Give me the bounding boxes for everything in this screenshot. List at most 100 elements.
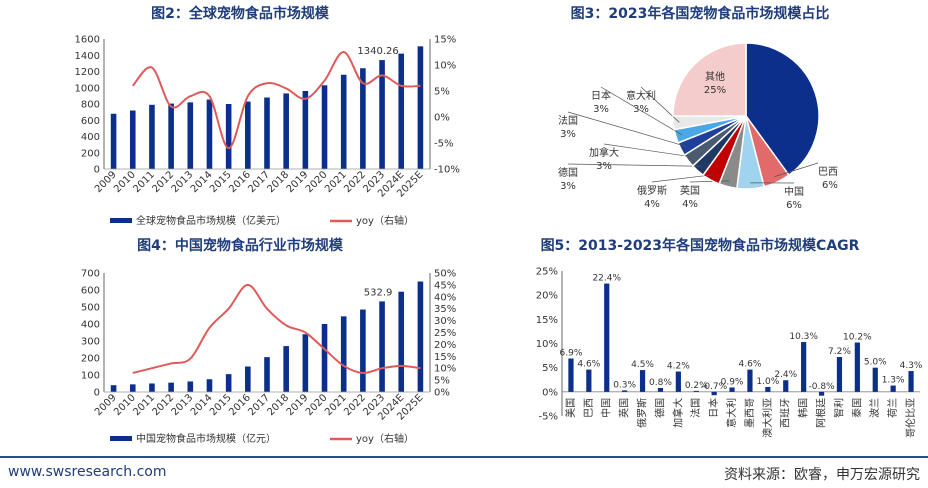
chart4-right-tick: 50% [434,269,456,280]
chart4-right-tick: 40% [434,292,456,303]
chart3-slice-name: 英国 [680,184,700,197]
chart5-bar [872,367,878,392]
chart4-left-tick: 100 [81,371,100,382]
chart3-slice-name: 俄罗斯 [637,184,667,197]
chart5-data-label: 0.2% [685,381,708,391]
chart4-right-tick: 30% [434,316,456,327]
chart5-data-label: 4.3% [900,361,923,371]
chart5-x-tick: 意大利 [725,398,738,428]
chart4-bar [129,384,136,392]
chart5-bar [765,387,771,392]
chart5-bar [693,390,699,392]
chart5-x-tick: 荷兰 [886,398,899,418]
chart2-right-tick: -5% [434,139,453,150]
chart2-left-tick: 1200 [75,67,100,78]
chart5-bar [675,371,681,392]
chart5-data-label: 5.0% [864,358,887,368]
chart5-data-label: 2.4% [774,370,797,380]
chart4-bar [360,309,366,392]
chart4-left-tick: 400 [81,320,100,331]
chart2-bar [149,104,155,169]
chart2-left-tick: 1400 [75,51,100,62]
chart5-x-tick: 俄罗斯 [636,398,649,428]
chart2-bar [398,53,405,169]
chart3-slice-name: 加拿大 [589,146,619,159]
chart3-leader-line [651,174,714,183]
chart5-x-tick: 美国 [564,398,577,418]
chart4-right-tick: 0% [434,388,450,399]
chart2-left-tick: 800 [81,100,100,111]
chart3-title: 图3：2023年各国宠物食品市场规模占比 [571,5,830,22]
chart4-left-tick: 700 [81,269,100,280]
chart5-bar [818,391,825,396]
chart2-left-tick: 400 [81,132,100,143]
chart5-x-tick: 澳大利亚 [761,398,774,438]
chart5-data-label: -0.7% [701,382,728,392]
chart4-bar [245,366,251,392]
chart2-title: 图2：全球宠物食品市场规模 [151,5,330,22]
chart2-bar [283,93,289,169]
chart5-y-tick: -5% [539,412,558,423]
chart4-bar [398,291,405,392]
chart5-bar [854,342,860,392]
chart4-bar [206,379,213,392]
chart2-bar [245,101,251,169]
chart5-bar [568,358,574,392]
chart5-x-tick: 墨西哥 [744,398,756,428]
chart5-data-label: 6.9% [560,348,583,358]
chart4-bar [283,346,289,392]
chart5-bar [639,370,646,392]
chart5-x-tick: 英国 [618,398,631,418]
chart3-slice-name: 巴西 [818,166,838,178]
chart5-bar [657,387,664,392]
chart5-data-label: 22.4% [592,274,621,284]
chart5-bar [586,369,592,392]
chart5-data-label: 4.6% [577,360,600,370]
chart2-yoy-line [132,51,421,150]
footer-website[interactable]: www.swsresearch.com [8,464,167,480]
chart2-left-tick: 0 [94,165,100,176]
chart5-data-label: 0.3% [613,380,636,390]
chart5-y-tick: 15% [536,315,558,326]
chart2-legend-line-label: yoy（右轴） [356,214,414,227]
chart5-x-tick: 西班牙 [780,398,792,428]
chart5-bar [783,380,789,392]
chart2-bar [360,68,366,169]
chart5-data-label: 1.3% [882,376,905,386]
chart5-x-tick: 法国 [689,398,702,418]
chart3-leader-line [689,180,730,183]
chart4-bar [149,383,155,392]
chart4-bar [225,374,232,392]
chart3-leader-line [603,143,694,158]
chart3-slice [745,42,820,177]
chart2-right-tick: -10% [434,165,460,176]
chart5-data-label: 4.6% [739,360,762,370]
chart3-slice-value: 4% [682,199,698,210]
chart2-bar [129,110,136,169]
chart2-right-tick: 15% [434,35,456,46]
chart5-x-tick: 中国 [600,398,613,418]
chart2-left-tick: 1000 [75,83,100,94]
chart5-x-tick: 阿根廷 [815,398,828,428]
chart4-bar [379,301,385,392]
chart3-slice-value: 40% [817,84,839,95]
chart4-legend-bar-label: 中国宠物食品市场规模（亿元） [136,432,276,445]
chart5-x-tick: 哥伦比亚 [904,398,917,438]
chart5-bar [890,385,896,392]
chart5-data-label: 0.8% [649,378,672,388]
chart4-left-tick: 200 [81,354,100,365]
footer-source: 资料来源：欧睿，申万宏源研究 [724,467,920,483]
chart3-slice-name: 中国 [784,185,804,198]
chart3-slice-value: 3% [560,181,576,192]
chart5-bar [729,387,735,392]
chart5-bar [604,283,610,392]
chart4-bar [417,281,424,392]
chart4-data-label: 532.9 [364,287,393,298]
chart3-leader-line [567,111,687,147]
chart2-left-tick: 1600 [75,35,100,46]
chart5-data-label: 10.3% [789,332,818,342]
chart2-bar [225,104,232,169]
chart4-right-tick: 15% [434,352,456,363]
chart4-left-tick: 600 [81,286,100,297]
chart3-slice-name: 意大利 [626,89,656,102]
